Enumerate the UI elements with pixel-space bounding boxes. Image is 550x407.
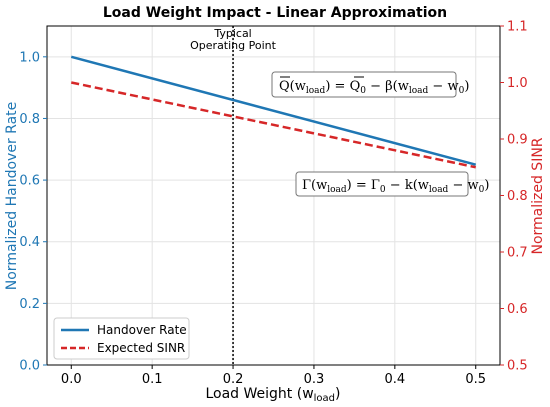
x-tick-label: 0.1	[142, 372, 163, 387]
equation-handover: Q(wload) = Q0 − β(wload − w0)	[271, 71, 469, 98]
eq2-lhs: Γ(w	[302, 178, 327, 193]
eq1-rest2-sub: 0	[459, 86, 465, 96]
eq1-rest: − β(w	[366, 79, 409, 94]
x-tick-label: 0.3	[304, 372, 325, 387]
y-right-tick-label: 0.8	[507, 189, 528, 204]
eq1-open: (w	[290, 79, 306, 94]
equation-handover-text: Q(wload) = Q0 − β(wload − w0)	[279, 79, 469, 96]
series-line-1	[71, 81, 476, 169]
x-tick-label: 0.4	[384, 372, 405, 387]
eq2-rest-sub: load	[429, 185, 449, 195]
y-left-tick-label: 0.2	[19, 297, 40, 312]
x-tick-label: 0.5	[465, 372, 486, 387]
y-left-tick-label: 0.8	[19, 112, 40, 127]
eq1-argclose: )	[325, 79, 330, 94]
eq1-q0: Q	[350, 79, 361, 94]
operating-point-label-line1: Typical	[213, 27, 251, 40]
x-axis-label-main: Load Weight (w	[205, 386, 313, 402]
eq1-close: )	[464, 79, 469, 94]
y-left-tick-label: 0.4	[19, 235, 40, 250]
eq1-q0sub: 0	[360, 86, 366, 96]
legend-box	[53, 317, 190, 360]
eq2-g0sub: 0	[380, 185, 386, 195]
legend-label-handover: Handover Rate	[97, 323, 187, 337]
x-axis: 0.0 0.1 0.2 0.3 0.4 0.5	[61, 365, 486, 387]
eq2-rest: − k(w	[386, 178, 429, 193]
y-axis-left-label: Normalized Handover Rate	[4, 102, 20, 290]
series-layer	[70, 55, 477, 169]
y-left-tick-label: 1.0	[19, 50, 40, 65]
x-tick-label: 0.0	[61, 372, 82, 387]
eq2-mid: ) = Γ	[347, 178, 380, 193]
y-right-tick-label: 0.9	[507, 133, 528, 148]
x-tick-label: 0.2	[223, 372, 244, 387]
y-axis-left: 0.0 0.2 0.4 0.6 0.8 1.0	[19, 50, 47, 374]
y-left-tick-label: 0.6	[19, 174, 40, 189]
eq2-close: )	[484, 178, 489, 193]
eq1-lhs: Q	[279, 79, 290, 94]
eq2-rest2: − w	[448, 178, 478, 193]
y-left-tick-label: 0.0	[19, 359, 40, 374]
eq1-rest2: − w	[428, 79, 458, 94]
chart-title: Load Weight Impact - Linear Approximatio…	[103, 5, 447, 21]
eq2-lhs-sub: load	[327, 185, 347, 195]
y-right-tick-label: 1.1	[507, 20, 528, 35]
x-axis-label-close: )	[335, 386, 340, 402]
y-right-tick-label: 0.5	[507, 359, 528, 374]
eq1-rest-sub: load	[409, 86, 429, 96]
equation-sinr-text: Γ(wload) = Γ0 − k(wload − w0)	[302, 178, 489, 195]
y-right-tick-label: 0.7	[507, 246, 528, 261]
equation-sinr-box	[295, 171, 469, 197]
y-right-tick-label: 1.0	[507, 76, 528, 91]
operating-point-label-line2: Operating Point	[190, 39, 276, 52]
eq1-mid: =	[330, 79, 349, 94]
legend-label-sinr: Expected SINR	[97, 341, 185, 355]
equation-handover-box	[271, 71, 457, 98]
equation-sinr: Γ(wload) = Γ0 − k(wload − w0)	[295, 171, 489, 197]
eq1-arg: load	[306, 86, 326, 96]
eq2-rest2-sub: 0	[479, 185, 485, 195]
x-axis-label: Load Weight (wload)	[205, 386, 340, 404]
y-axis-right: 0.5 0.6 0.7 0.8 0.9 1.0 1.1	[500, 20, 528, 374]
series-line-0	[70, 55, 477, 166]
x-axis-label-sub: load	[314, 393, 335, 404]
y-right-tick-label: 0.6	[507, 302, 528, 317]
legend: Handover Rate Expected SINR	[53, 317, 190, 360]
y-axis-right-label: Normalized SINR	[530, 137, 546, 254]
